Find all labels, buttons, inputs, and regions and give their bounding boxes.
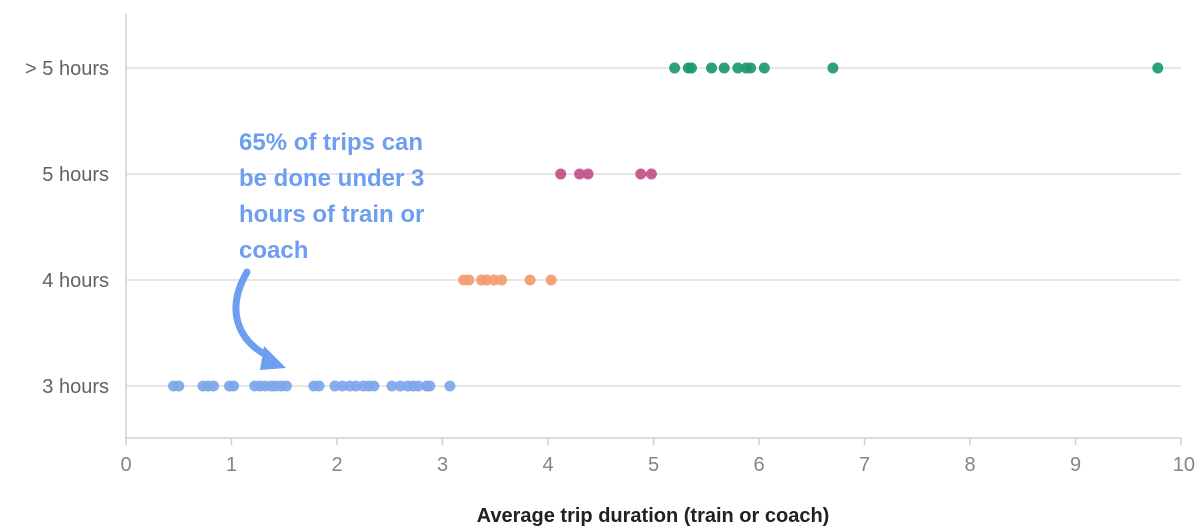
data-point xyxy=(706,62,717,74)
y-tick-label: 5 hours xyxy=(42,164,109,186)
x-tick-label: 4 xyxy=(542,454,553,476)
data-point xyxy=(424,380,436,392)
annotation-line: 65% of trips can xyxy=(239,129,423,156)
x-tick-label: 8 xyxy=(964,454,975,476)
data-point xyxy=(686,62,697,74)
data-point xyxy=(313,380,325,392)
annotation-line: coach xyxy=(239,237,308,264)
annotation-arrow xyxy=(232,268,272,360)
data-point xyxy=(555,168,567,180)
x-tick-label: 5 xyxy=(648,454,659,476)
x-tick-label: 0 xyxy=(120,454,131,476)
x-tick-label: 7 xyxy=(859,454,870,476)
gridlines xyxy=(126,67,1181,387)
data-point xyxy=(545,274,557,286)
y-tick-label: 3 hours xyxy=(42,376,109,398)
data-point xyxy=(1152,62,1164,74)
annotation: 65% of trips can be done under 3 hours of … xyxy=(232,129,424,370)
data-point xyxy=(732,62,744,74)
data-point xyxy=(444,380,456,392)
data-point xyxy=(386,380,398,392)
x-tick-label: 3 xyxy=(437,454,448,476)
data-point xyxy=(228,380,240,392)
annotation-text: 65% of trips can be done under 3 hours of … xyxy=(239,129,424,264)
x-axis-label: Average trip duration (train or coach) xyxy=(477,505,830,527)
data-point xyxy=(173,380,185,392)
data-point xyxy=(582,168,594,180)
data-point xyxy=(280,380,292,392)
annotation-line: be done under 3 xyxy=(239,165,424,192)
x-tick-label: 2 xyxy=(331,454,342,476)
data-point xyxy=(827,62,839,74)
data-point xyxy=(524,274,536,286)
annotation-line: hours of train or xyxy=(239,201,424,228)
data-point xyxy=(368,380,380,392)
data-point xyxy=(496,274,508,286)
annotation-arrowhead xyxy=(260,346,286,370)
data-point xyxy=(412,380,424,392)
data-point xyxy=(718,62,730,74)
data-point xyxy=(669,62,681,74)
data-points xyxy=(168,62,1164,392)
x-tick-label: 9 xyxy=(1070,454,1081,476)
data-point xyxy=(758,62,770,74)
x-tick-labels: 0 1 2 3 4 5 6 7 8 9 10 xyxy=(120,454,1195,476)
y-tick-label: > 5 hours xyxy=(25,58,109,80)
y-tick-labels: > 5 hours 5 hours 4 hours 3 hours xyxy=(25,58,109,398)
axes xyxy=(125,14,1182,445)
data-point xyxy=(745,62,757,74)
data-point xyxy=(635,168,647,180)
data-point xyxy=(574,168,586,180)
x-tick-label: 10 xyxy=(1173,454,1195,476)
data-point xyxy=(463,274,475,286)
data-point xyxy=(645,168,657,180)
x-tick-label: 1 xyxy=(226,454,237,476)
x-tick-label: 6 xyxy=(753,454,764,476)
y-tick-label: 4 hours xyxy=(42,270,109,292)
data-point xyxy=(208,380,220,392)
